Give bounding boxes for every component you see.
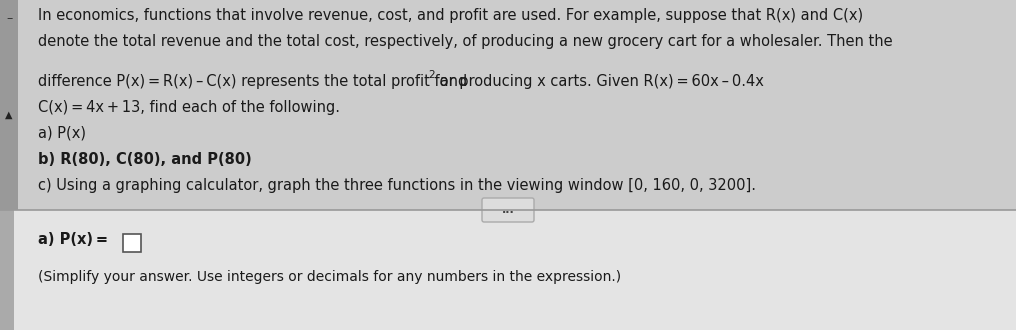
Text: c) Using a graphing calculator, graph the three functions in the viewing window : c) Using a graphing calculator, graph th… xyxy=(38,178,756,193)
Text: –: – xyxy=(7,12,13,25)
Text: ▲: ▲ xyxy=(5,110,13,120)
Bar xyxy=(123,234,141,252)
Text: a) P(x): a) P(x) xyxy=(38,126,86,141)
Text: and: and xyxy=(435,74,467,89)
FancyBboxPatch shape xyxy=(482,198,534,222)
Text: C(x) = 4x + 13, find each of the following.: C(x) = 4x + 13, find each of the followi… xyxy=(38,100,340,115)
Text: (Simplify your answer. Use integers or decimals for any numbers in the expressio: (Simplify your answer. Use integers or d… xyxy=(38,270,621,284)
Bar xyxy=(0,210,1016,330)
Text: denote the total revenue and the total cost, respectively, of producing a new gr: denote the total revenue and the total c… xyxy=(38,34,893,49)
Bar xyxy=(0,0,18,210)
Text: In economics, functions that involve revenue, cost, and profit are used. For exa: In economics, functions that involve rev… xyxy=(38,8,864,23)
Bar xyxy=(0,210,14,330)
Text: 2: 2 xyxy=(428,70,435,80)
Text: difference P(x) = R(x) – C(x) represents the total profit for producing x carts.: difference P(x) = R(x) – C(x) represents… xyxy=(38,74,764,89)
Text: a) P(x) =: a) P(x) = xyxy=(38,232,108,247)
Bar xyxy=(0,0,1016,210)
Text: b) R(80), C(80), and P(80): b) R(80), C(80), and P(80) xyxy=(38,152,252,167)
Text: ...: ... xyxy=(502,205,514,215)
